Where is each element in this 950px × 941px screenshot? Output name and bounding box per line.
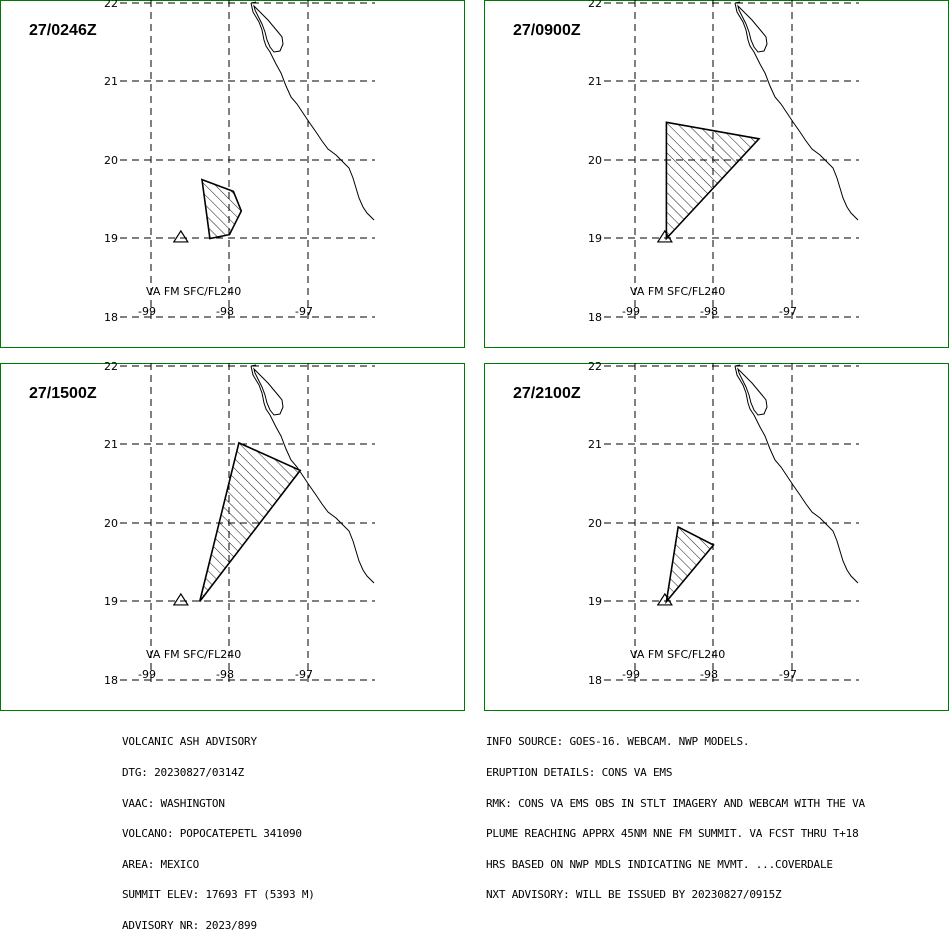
advisory-details-right: INFO SOURCE: GOES-16. WEBCAM. NWP MODELS…: [486, 717, 865, 911]
advisory-volcano: VOLCANO: POPOCATEPETL 341090: [122, 827, 302, 841]
coastline: [250, 1, 257, 4]
advisory-next: NXT ADVISORY: WILL BE ISSUED BY 20230827…: [486, 888, 782, 902]
volcanic-ash-area: [665, 525, 715, 605]
latitude-tick-label: 20: [588, 517, 602, 530]
longitude-tick-label: -98: [216, 668, 234, 681]
latitude-tick-label: 21: [588, 75, 602, 88]
latitude-tick-label: 20: [588, 154, 602, 167]
coastline: [734, 1, 741, 4]
latitude-tick-label: 18: [588, 674, 602, 687]
advisory-map-graphic: 22 21 20 19 18 -99 -98 -97 27/0246Z VA FM SFC/FL2…: [0, 0, 949, 711]
volcano-triangle-icon: [656, 592, 673, 606]
longitude-tick-label: -99: [622, 668, 640, 681]
longitude-tick-label: -97: [295, 668, 313, 681]
latitude-tick-label: 22: [104, 0, 118, 10]
forecast-panel: 22 21 20 19 18 -99 -98 -97 27/0900Z VA FM SFC/FL2…: [484, 0, 949, 348]
coastline: [734, 365, 859, 584]
volcano-triangle-icon: [172, 229, 189, 243]
latitude-tick-label: 20: [104, 154, 118, 167]
latitude-tick-label: 19: [588, 595, 602, 608]
latitude-tick-label: 18: [588, 311, 602, 324]
latitude-tick-label: 18: [104, 311, 118, 324]
latitude-tick-label: 21: [104, 438, 118, 451]
latitude-tick-label: 19: [588, 232, 602, 245]
latitude-tick-label: 21: [104, 75, 118, 88]
advisory-details-left: VOLCANIC ASH ADVISORY DTG: 20230827/0314…: [122, 717, 315, 941]
longitude-tick-label: -97: [295, 305, 313, 318]
coastal-lagoon: [253, 367, 284, 416]
panel-border: [0, 363, 465, 711]
panel-border: [0, 0, 465, 348]
latitude-tick-label: 22: [588, 360, 602, 373]
volcanic-ash-area: [198, 441, 302, 602]
latitude-tick-label: 19: [104, 232, 118, 245]
advisory-remarks-1: RMK: CONS VA EMS OBS IN STLT IMAGERY AND…: [486, 796, 865, 810]
volcano-triangle-icon: [656, 229, 673, 243]
longitude-tick-label: -98: [216, 305, 234, 318]
panel-border: [484, 363, 949, 711]
advisory-vaac: VAAC: WASHINGTON: [122, 796, 225, 810]
coastal-lagoon: [737, 367, 768, 416]
longitude-tick-label: -99: [138, 668, 156, 681]
panel-valid-time: 27/0900Z: [513, 22, 581, 39]
longitude-tick-label: -99: [138, 305, 156, 318]
advisory-remarks-3: HRS BASED ON NWP MDLS INDICATING NE MVMT…: [486, 857, 833, 871]
advisory-number: ADVISORY NR: 2023/899: [122, 918, 257, 932]
ash-altitude-label: VA FM SFC/FL240: [146, 648, 241, 661]
latitude-tick-label: 20: [104, 517, 118, 530]
advisory-area: AREA: MEXICO: [122, 857, 200, 871]
panel-border: [484, 0, 949, 348]
coastline: [250, 364, 257, 367]
longitude-tick-label: -99: [622, 305, 640, 318]
advisory-eruption-details: ERUPTION DETAILS: CONS VA EMS: [486, 766, 673, 779]
advisory-header: VOLCANIC ASH ADVISORY: [122, 735, 257, 749]
panel-valid-time: 27/2100Z: [513, 385, 581, 402]
volcano-triangle-icon: [172, 592, 189, 606]
longitude-tick-label: -97: [779, 305, 797, 318]
latitude-tick-label: 19: [104, 595, 118, 608]
coastline: [250, 365, 375, 584]
latitude-tick-label: 22: [588, 0, 602, 10]
latitude-tick-label: 18: [104, 674, 118, 687]
forecast-panel: 22 21 20 19 18 -99 -98 -97 27/0246Z VA FM SFC/FL2…: [0, 0, 465, 348]
longitude-tick-label: -98: [700, 305, 718, 318]
advisory-dtg: DTG: 20230827/0314Z: [122, 766, 245, 779]
coastal-lagoon: [737, 4, 768, 53]
longitude-tick-label: -98: [700, 668, 718, 681]
coastline: [250, 2, 375, 221]
forecast-panel: 22 21 20 19 18 -99 -98 -97 27/1500Z VA FM SFC/FL2…: [0, 360, 465, 711]
advisory-remarks-2: PLUME REACHING APPRX 45NM NNE FM SUMMIT.…: [486, 827, 859, 841]
ash-altitude-label: VA FM SFC/FL240: [630, 285, 725, 298]
panel-valid-time: 27/0246Z: [29, 22, 97, 39]
advisory-info-source: INFO SOURCE: GOES-16. WEBCAM. NWP MODELS…: [486, 735, 750, 749]
forecast-panel: 22 21 20 19 18 -99 -98 -97 27/2100Z VA FM SFC/FL2…: [484, 360, 949, 711]
longitude-tick-label: -97: [779, 668, 797, 681]
latitude-tick-label: 21: [588, 438, 602, 451]
panel-valid-time: 27/1500Z: [29, 385, 97, 402]
ash-altitude-label: VA FM SFC/FL240: [630, 648, 725, 661]
volcanic-ash-area: [665, 121, 761, 241]
advisory-summit-elev: SUMMIT ELEV: 17693 FT (5393 M): [122, 888, 315, 902]
coastal-lagoon: [253, 4, 284, 53]
latitude-tick-label: 22: [104, 360, 118, 373]
coastline: [734, 2, 859, 221]
ash-altitude-label: VA FM SFC/FL240: [146, 285, 241, 298]
coastline: [734, 364, 741, 367]
volcanic-ash-area: [201, 178, 243, 240]
